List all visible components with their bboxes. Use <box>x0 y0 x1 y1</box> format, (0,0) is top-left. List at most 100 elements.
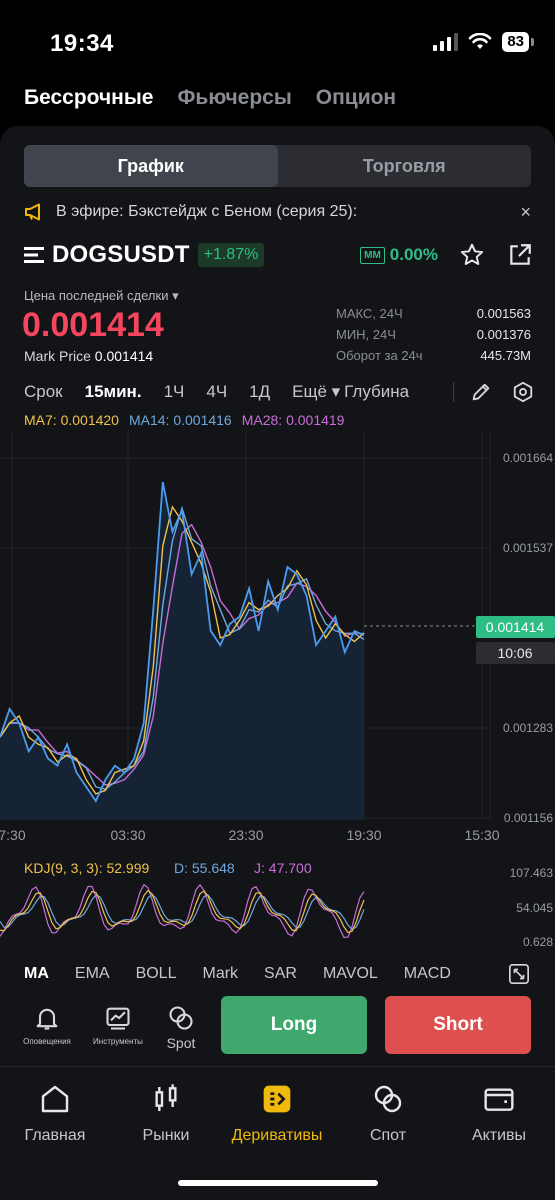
nav-markets-label: Рынки <box>142 1127 190 1144</box>
change-badge: +1.87% <box>197 243 265 267</box>
tab-options[interactable]: Опцион <box>315 86 397 109</box>
nav-markets[interactable]: Рынки <box>111 1081 221 1145</box>
status-icons: 83 <box>433 32 534 52</box>
ind-boll[interactable]: BOLL <box>135 965 177 982</box>
home-icon <box>41 1085 69 1113</box>
star-icon[interactable] <box>458 241 486 269</box>
candlestick-icon <box>155 1084 177 1111</box>
tab-chart[interactable]: График <box>24 145 278 187</box>
current-price-tag <box>476 616 555 638</box>
battery-indicator: 83 <box>502 32 534 52</box>
ma28-label: MA28: 0.001419 <box>241 412 345 428</box>
action-bar: Оповещения Инструменты Spot Long Short <box>0 996 555 1056</box>
tab-futures[interactable]: Фьючерсы <box>177 86 292 109</box>
alerts-button[interactable]: Оповещения <box>17 1004 77 1046</box>
x-tick-label: 23:30 <box>228 827 263 843</box>
short-button[interactable]: Short <box>385 996 531 1054</box>
y-tick-label: 0.001664 <box>503 451 553 465</box>
ma-legend: MA7: 0.001420 MA14: 0.001416 MA28: 0.001… <box>24 412 344 428</box>
tab-trade[interactable]: Торговля <box>362 156 446 176</box>
ind-ema[interactable]: EMA <box>74 965 110 982</box>
stat-high: МАКС, 24Ч 0.001563 <box>336 306 531 321</box>
spot-swap-icon <box>169 1006 193 1030</box>
nav-home[interactable]: Главная <box>0 1081 110 1145</box>
nav-assets[interactable]: Активы <box>444 1081 554 1145</box>
alerts-label: Оповещения <box>23 1037 71 1046</box>
nav-spot-label: Спот <box>369 1127 407 1144</box>
tools-chart-icon <box>106 1007 130 1030</box>
megaphone-icon <box>25 203 40 221</box>
symbol-name[interactable]: DOGSUSDT <box>52 241 190 268</box>
spot-button[interactable]: Spot <box>151 1004 211 1051</box>
mm-value: 0.00% <box>389 245 438 264</box>
close-icon[interactable]: × <box>520 201 531 222</box>
expand-icon[interactable] <box>508 963 530 985</box>
price-lines <box>0 481 365 803</box>
price-area-fill <box>0 482 364 820</box>
tools-button[interactable]: Инструменты <box>88 1004 148 1046</box>
ind-ma[interactable]: MA <box>24 965 49 982</box>
x-tick-label: 7:30 <box>0 827 26 843</box>
wallet-icon <box>484 1088 514 1111</box>
nav-derivatives[interactable]: Деривативы <box>222 1081 332 1145</box>
mark-price-label: Mark Price <box>24 348 91 364</box>
price-line <box>0 481 365 803</box>
interval-line[interactable]: Срок <box>24 382 63 401</box>
mark-price-value: 0.001414 <box>94 348 154 364</box>
bell-icon <box>36 1008 58 1030</box>
bottom-nav: Главная Рынки Деривативы Спот Активы <box>0 1066 555 1200</box>
current-time-value: 10:06 <box>497 645 532 661</box>
ind-mavol[interactable]: MAVOL <box>322 965 378 982</box>
interval-4h[interactable]: 4Ч <box>206 382 228 401</box>
home-indicator <box>178 1180 378 1186</box>
last-price-label[interactable]: Цена последней сделки ▾ <box>24 288 179 303</box>
nav-spot[interactable]: Спот <box>333 1081 443 1145</box>
ind-sar[interactable]: SAR <box>264 965 297 982</box>
status-time: 19:34 <box>50 30 114 57</box>
chart-trade-switch: График Торговля <box>24 145 531 187</box>
price-chart[interactable]: 0.001664 0.001537 0.001283 0.001156 7:30 03:… <box>0 430 555 950</box>
long-button[interactable]: Long <box>221 996 367 1054</box>
kdj-lines <box>0 883 365 939</box>
interval-more[interactable]: Ещё ▾ <box>292 382 341 401</box>
ind-macd[interactable]: MACD <box>403 965 451 982</box>
y-tick-label: 0.001156 <box>504 811 553 825</box>
wifi-icon <box>469 33 492 49</box>
mm-rate[interactable]: MM 0.00% <box>360 245 438 265</box>
kdj-label: KDJ(9, 3, 3): 52.999 <box>24 860 150 876</box>
y-tick-label: 0.001537 <box>503 541 553 555</box>
status-bar: 19:34 83 <box>0 0 555 88</box>
pencil-icon[interactable] <box>470 381 492 403</box>
interval-15m[interactable]: 15мин. <box>84 382 142 401</box>
spot-label: Spot <box>166 1035 196 1051</box>
kdj-tick-1: 107.463 <box>510 866 554 880</box>
interval-1d[interactable]: 1Д <box>249 382 271 401</box>
kdj-d-line <box>0 893 365 930</box>
depth-tab[interactable]: Глубина <box>344 382 410 401</box>
x-tick-label: 15:30 <box>464 827 499 843</box>
current-price-value: 0.001414 <box>486 619 545 635</box>
nav-derivatives-label: Деривативы <box>231 1127 323 1144</box>
interval-1h[interactable]: 1Ч <box>163 382 185 401</box>
ind-mark[interactable]: Mark <box>202 965 239 982</box>
kdj-d: D: 55.648 <box>174 860 235 876</box>
signal-icon <box>433 33 459 51</box>
x-ticks: 7:30 03:30 23:30 19:30 15:30 <box>0 827 500 843</box>
x-tick-label: 19:30 <box>346 827 381 843</box>
indicator-tabs: MA EMA BOLL Mark SAR MAVOL MACD <box>24 962 534 986</box>
kdj-j: J: 47.700 <box>254 860 312 876</box>
main-panel: График Торговля В эфире: Бэкстейдж с Бен… <box>0 126 555 1066</box>
kdj-tick-3: 0.628 <box>523 935 553 949</box>
price-area <box>0 482 364 820</box>
ma7-label: MA7: 0.001420 <box>24 412 119 428</box>
y-ticks: 0.001664 0.001537 0.001283 0.001156 <box>503 451 553 825</box>
interval-bar: Срок 15мин. 1Ч 4Ч 1Д Ещё ▾ Глубина <box>24 380 534 404</box>
share-icon[interactable] <box>506 241 534 269</box>
tab-perpetual[interactable]: Бессрочные <box>24 86 154 109</box>
last-price: 0.001414 <box>22 306 164 344</box>
tools-label: Инструменты <box>93 1037 143 1046</box>
settings-hex-icon[interactable] <box>512 381 534 403</box>
kdj-j-line <box>0 883 365 939</box>
announcement-text: В эфире: Бэкстейдж с Беном (серия 25): <box>56 203 358 220</box>
announcement-bar[interactable]: В эфире: Бэкстейдж с Беном (серия 25): × <box>24 200 531 224</box>
